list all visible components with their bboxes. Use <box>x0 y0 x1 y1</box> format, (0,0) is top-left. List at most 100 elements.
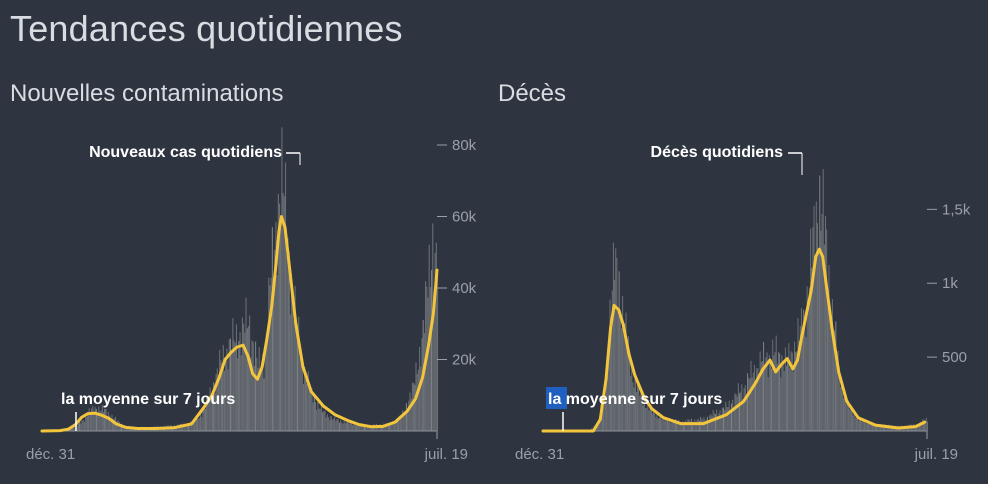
y-tick-label: 80k <box>452 137 477 154</box>
daily-bar <box>797 317 799 431</box>
daily-bar <box>787 357 789 431</box>
daily-bar <box>777 351 780 431</box>
daily-bar <box>767 377 769 431</box>
daily-bar <box>222 345 224 431</box>
daily-bar <box>743 388 745 431</box>
daily-bar <box>791 352 793 431</box>
daily-bar <box>875 423 877 431</box>
daily-bar <box>110 418 112 431</box>
daily-bar <box>813 205 815 431</box>
daily-bar <box>744 385 746 431</box>
daily-bar <box>607 357 609 431</box>
daily-bar <box>721 407 723 431</box>
daily-bar <box>343 420 345 431</box>
daily-bar <box>692 422 694 431</box>
daily-bar <box>884 424 886 431</box>
daily-bar <box>420 366 422 431</box>
daily-bar <box>247 325 249 431</box>
daily-bar <box>661 419 663 431</box>
daily-bar <box>882 424 884 431</box>
daily-bar <box>292 300 294 431</box>
daily-bar <box>302 384 305 431</box>
daily-bar <box>318 408 320 431</box>
daily-bar <box>634 377 636 431</box>
x-start-label: déc. 31 <box>26 446 75 463</box>
daily-bar <box>766 352 768 431</box>
daily-bar <box>625 312 627 431</box>
daily-bar <box>434 252 436 431</box>
daily-bar <box>838 366 840 431</box>
daily-bar <box>86 417 88 431</box>
daily-bar <box>70 429 72 431</box>
daily-bar <box>324 410 326 431</box>
daily-bar <box>358 425 360 431</box>
x-end-label: juil. 19 <box>914 446 958 463</box>
daily-bar <box>431 270 433 431</box>
daily-bar <box>818 251 820 431</box>
daily-bar <box>619 310 621 431</box>
daily-bar <box>229 338 231 431</box>
daily-bar <box>815 201 817 431</box>
daily-bar <box>398 415 400 431</box>
daily-bar <box>401 417 403 431</box>
daily-bar <box>77 423 79 431</box>
daily-bar <box>408 400 410 431</box>
daily-bar <box>347 420 349 431</box>
daily-bar <box>363 424 366 431</box>
daily-bar <box>717 415 719 431</box>
daily-bar <box>257 367 259 431</box>
daily-bar <box>880 426 882 431</box>
daily-bar <box>863 421 865 431</box>
daily-bar <box>279 203 281 431</box>
daily-bar <box>679 422 681 431</box>
daily-bar <box>651 413 653 431</box>
daily-bar <box>228 339 230 431</box>
daily-bar <box>314 401 316 431</box>
daily-bar <box>310 387 312 431</box>
daily-bar <box>656 413 658 431</box>
daily-bar <box>772 339 774 431</box>
y-tick-label: 1k <box>942 275 958 292</box>
daily-bar <box>662 416 664 431</box>
daily-bar <box>923 420 925 431</box>
daily-bar <box>429 286 431 431</box>
y-tick-label: 60k <box>452 209 477 226</box>
daily-bar <box>855 418 857 431</box>
daily-bar <box>790 351 792 431</box>
daily-bar <box>874 425 876 431</box>
daily-bar <box>868 423 870 431</box>
daily-bar <box>630 375 632 431</box>
daily-bar <box>850 404 852 431</box>
daily-bar <box>693 421 695 431</box>
daily-bar <box>220 360 222 431</box>
daily-bar <box>751 377 753 431</box>
daily-bar <box>280 227 282 431</box>
daily-bar <box>113 418 115 431</box>
daily-bar <box>249 315 251 431</box>
daily-bar <box>852 415 854 431</box>
daily-bar <box>867 424 869 431</box>
daily-bar <box>722 407 724 431</box>
daily-bar <box>846 402 848 431</box>
daily-bar <box>616 257 618 431</box>
daily-bar <box>338 422 340 431</box>
daily-bar <box>121 423 123 431</box>
daily-bar <box>312 402 314 431</box>
daily-bar <box>308 388 310 431</box>
daily-bar <box>227 369 229 431</box>
daily-bar <box>195 421 197 431</box>
daily-bar <box>633 387 635 431</box>
daily-bar <box>890 426 892 431</box>
daily-bar <box>80 423 82 431</box>
daily-bar <box>708 420 710 431</box>
daily-bar <box>411 382 413 431</box>
daily-bar <box>216 368 218 431</box>
daily-bar <box>849 409 851 431</box>
daily-bar <box>83 421 85 431</box>
daily-bars <box>55 127 439 431</box>
daily-bar <box>806 286 808 431</box>
daily-bar <box>920 421 922 431</box>
daily-bar <box>196 416 198 431</box>
daily-bar <box>437 276 439 431</box>
daily-bar <box>207 398 209 431</box>
